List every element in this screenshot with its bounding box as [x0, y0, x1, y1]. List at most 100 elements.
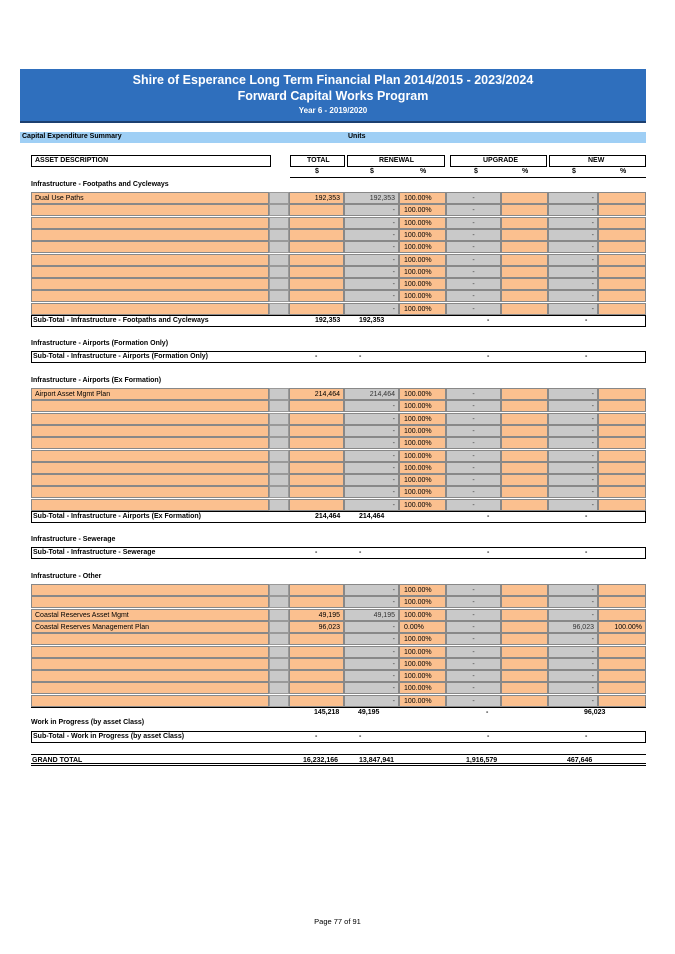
asset-description-header: ASSET DESCRIPTION [31, 155, 271, 167]
renewal-cell: - [344, 253, 399, 266]
new-pct-cell [598, 265, 646, 278]
new-pct-cell [598, 596, 646, 609]
new-pct-cell: 100.00% [598, 620, 646, 633]
table-row: -100.00% - - [31, 302, 646, 315]
upgrade-cell: - [446, 241, 501, 254]
subtotal-total: - [315, 353, 318, 360]
new-cell: - [548, 192, 598, 204]
table-row: -100.00% - - [31, 682, 646, 695]
new-pct-cell [598, 412, 646, 425]
new-cell: - [548, 253, 598, 266]
total-cell [289, 670, 344, 683]
upgrade-pct-cell [501, 596, 548, 609]
new-cell: - [548, 682, 598, 695]
summary-label: Capital Expenditure Summary [22, 133, 122, 140]
renewal-cell: - [344, 584, 399, 596]
spacer-cell [269, 265, 289, 278]
renewal-cell: - [344, 633, 399, 646]
desc-cell [31, 474, 269, 487]
new-pct-cell [598, 584, 646, 596]
total-cell [289, 682, 344, 695]
spacer-cell [269, 192, 289, 204]
new-pct-cell [598, 204, 646, 217]
desc-cell [31, 424, 269, 437]
renewal-pct-cell: 100.00% [399, 424, 446, 437]
renewal-pct-cell: 100.00% [399, 216, 446, 229]
spacer-cell [269, 302, 289, 315]
upgrade-cell: - [446, 461, 501, 474]
upgrade-cell: - [446, 608, 501, 621]
report-title: Shire of Esperance Long Term Financial P… [132, 73, 534, 87]
desc-cell [31, 290, 269, 303]
table-row: -100.00% - - [31, 584, 646, 596]
unit-renewal: $ [370, 168, 374, 175]
total-cell [289, 265, 344, 278]
total-cell [289, 412, 344, 425]
subtotal-upgrade: - [486, 709, 489, 716]
new-cell: - [548, 608, 598, 621]
total-cell [289, 486, 344, 499]
renewal-cell: - [344, 474, 399, 487]
new-pct-cell [598, 498, 646, 511]
new-pct-cell [598, 216, 646, 229]
new-pct-cell [598, 192, 646, 204]
total-cell [289, 449, 344, 462]
total-cell [289, 498, 344, 511]
renewal-cell: - [344, 682, 399, 695]
desc-cell [31, 216, 269, 229]
renewal-cell: - [344, 645, 399, 658]
upgrade-pct-cell [501, 694, 548, 707]
section-title: Infrastructure - Sewerage [31, 536, 116, 543]
total-cell [289, 633, 344, 646]
renewal-pct-cell: 100.00% [399, 584, 446, 596]
subtotal-row: Sub-Total - Work in Progress (by asset C… [31, 731, 646, 743]
table-row: -100.00% - - [31, 278, 646, 291]
renewal-pct-cell: 100.00% [399, 694, 446, 707]
section-title: Infrastructure - Other [31, 573, 102, 580]
upgrade-cell: - [446, 302, 501, 315]
total-cell [289, 657, 344, 670]
upgrade-cell: - [446, 424, 501, 437]
new-cell: - [548, 596, 598, 609]
subtotal-row: Sub-Total - Infrastructure - Footpaths a… [31, 315, 646, 327]
new-cell: - [548, 412, 598, 425]
renewal-cell: - [344, 461, 399, 474]
desc-cell [31, 486, 269, 499]
upgrade-cell: - [446, 682, 501, 695]
spacer-cell [269, 204, 289, 217]
subtotal-upgrade: - [487, 549, 490, 556]
table-row: -100.00% - - [31, 216, 646, 229]
upgrade-cell: - [446, 645, 501, 658]
subtotal-total: - [315, 733, 318, 740]
renewal-pct-cell: 100.00% [399, 670, 446, 683]
total-cell [289, 400, 344, 413]
upgrade-cell: - [446, 265, 501, 278]
new-pct-cell [598, 670, 646, 683]
spacer-cell [269, 388, 289, 400]
upgrade-pct-cell [501, 498, 548, 511]
total-cell [289, 228, 344, 241]
upgrade-pct-cell [501, 216, 548, 229]
desc-cell [31, 645, 269, 658]
renewal-cell: - [344, 302, 399, 315]
spacer-cell [269, 694, 289, 707]
renewal-pct-cell: 100.00% [399, 302, 446, 315]
spacer-cell [269, 437, 289, 450]
new-cell: - [548, 424, 598, 437]
new-pct-cell [598, 388, 646, 400]
total-cell: 214,464 [289, 388, 344, 400]
upgrade-pct-cell [501, 412, 548, 425]
upgrade-pct-cell [501, 278, 548, 291]
total-cell [289, 302, 344, 315]
total-cell [289, 204, 344, 217]
new-pct-cell [598, 241, 646, 254]
subtotal-renewal: - [359, 549, 362, 556]
desc-cell: Dual Use Paths [31, 192, 269, 204]
spacer-cell [269, 474, 289, 487]
renewal-pct-cell: 100.00% [399, 265, 446, 278]
unit-upgrade: $ [474, 168, 478, 175]
table-row: -100.00% - - [31, 670, 646, 683]
upgrade-pct-cell [501, 204, 548, 217]
renewal-pct-cell: 100.00% [399, 657, 446, 670]
total-cell [289, 253, 344, 266]
